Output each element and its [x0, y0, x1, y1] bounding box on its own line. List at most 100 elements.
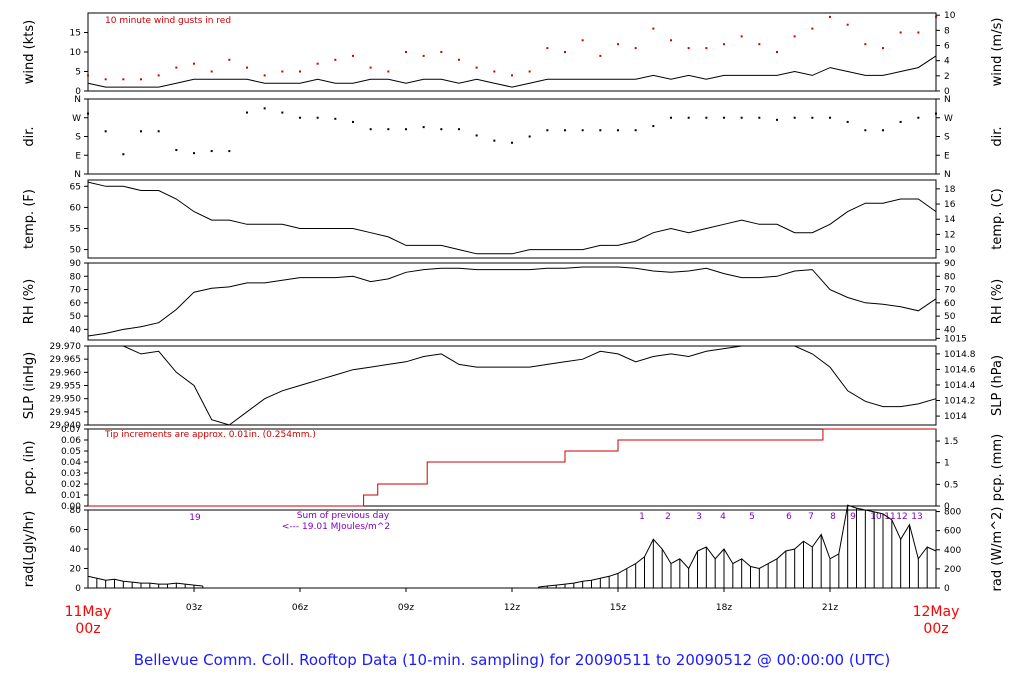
panel-3-ylabel: RH (%)	[22, 279, 37, 324]
panel-0-series-0-line	[87, 55, 937, 88]
panel-1-series-0-point	[140, 130, 142, 133]
panel-1-series-0-point	[246, 111, 248, 114]
panel-1-ytick-right-label: E	[944, 151, 950, 161]
panel-0-series-1-point	[599, 54, 602, 57]
panel-1-series-0-point	[723, 116, 725, 119]
panel-1-series-0-point	[263, 107, 266, 110]
panel-1-series-0-point	[352, 120, 354, 123]
panel-5-annotation: Tip increments are approx. 0.01in. (0.25…	[104, 430, 316, 440]
panel-1-series-0-point	[316, 116, 319, 119]
panel-1-series-0-point	[104, 130, 107, 133]
panel-0-series-1-point	[458, 58, 460, 61]
panel-5-ytick-right-label: 0	[944, 502, 950, 512]
panel-0-ytick-right-label: 8	[944, 26, 950, 36]
panel-0-series-1-point	[440, 51, 443, 53]
panel-1-frame	[87, 98, 937, 175]
panel-0-ytick-label: 15	[70, 29, 81, 39]
panel-2-ytick-label: 60	[70, 203, 82, 213]
panel-0-ylabel: wind (kts)	[22, 20, 37, 84]
panel-0-series-1-point	[281, 70, 284, 73]
panel-3-ytick-right-label: 40	[944, 325, 956, 335]
panel-5-ylabel-right: pcp. (mm)	[990, 434, 1005, 501]
panel-4-ytick-right-label: 1015	[944, 334, 967, 344]
panel-0-series-1-point	[705, 47, 708, 50]
panel-1-series-0-point	[793, 116, 796, 119]
panel-4-ylabel: SLP (inHg)	[22, 352, 37, 420]
panel-5-ytick-label: 0.02	[61, 480, 81, 490]
panel-1-ytick-label: S	[75, 133, 81, 143]
panel-0-ytick-right-label: 6	[944, 42, 950, 52]
panel-5-ytick-label: 0.06	[61, 436, 81, 446]
panel-1-ylabel-right: dir.	[990, 126, 1005, 146]
panel-0-series-1-point	[740, 35, 743, 38]
panel-6-ylabel-right: rad (W/m^2)	[990, 507, 1005, 592]
panel-0-series-1-point	[528, 70, 531, 73]
panel-6-ytick-label: 40	[70, 545, 82, 555]
panel-1-series-0-point	[705, 116, 708, 119]
panel-1-series-0-point	[917, 116, 920, 119]
end-time-label: 00z	[923, 621, 948, 637]
panel-1-series-0-point	[334, 117, 337, 120]
panel-1-series-0-point	[157, 130, 160, 133]
panel-1-series-0-point	[87, 112, 89, 115]
panel-6-ytick-right-label: 800	[944, 508, 961, 518]
panel-0-series-1-point	[405, 51, 407, 53]
panel-3-ytick-label: 90	[70, 259, 82, 269]
panel-0-series-1-point	[210, 70, 213, 73]
panel-1-series-0-point	[617, 129, 619, 132]
panel-0-series-1-point	[246, 66, 248, 69]
panel-1-series-0-point	[634, 129, 637, 132]
panel-3-ytick-label: 70	[70, 286, 82, 296]
panel-1-series-0-point	[493, 139, 496, 142]
panel-3-ytick-right-label: 80	[944, 272, 956, 282]
panel-2-ylabel: temp. (F)	[22, 189, 37, 249]
panel-1-ytick-label: W	[72, 114, 81, 124]
panel-0-series-1-point	[299, 70, 301, 73]
start-time-label: 00z	[75, 621, 100, 637]
panel-4-ytick-label: 29.970	[50, 342, 82, 352]
rad-annotation: 2	[665, 512, 671, 522]
panel-0-series-1-point	[917, 31, 920, 34]
panel-6-series-0-outline	[87, 575, 203, 587]
panel-0-series-1-point	[882, 47, 884, 50]
panel-0-ytick-label: 5	[75, 68, 81, 78]
rad-annotation: 19	[189, 513, 201, 523]
panel-0-ytick-right-label: 4	[944, 57, 950, 67]
panel-0-series-1-point	[369, 66, 372, 69]
panel-3-ytick-label: 80	[70, 272, 82, 282]
end-date-label: 12May	[913, 604, 960, 620]
panel-1-series-0-point	[899, 120, 902, 123]
panel-3-ytick-label: 60	[70, 299, 82, 309]
panel-6-ytick-label: 0	[75, 584, 81, 594]
panel-3-frame	[87, 262, 937, 341]
panel-2-ytick-right-label: 18	[944, 185, 956, 195]
panel-0-series-1-point	[493, 70, 496, 73]
time-tick-label: 18z	[716, 603, 732, 613]
panel-1-ytick-label: N	[74, 170, 81, 180]
panel-4-ylabel-right: SLP (hPa)	[990, 355, 1005, 416]
rad-annotation: 9	[850, 512, 856, 522]
panel-1-ytick-right-label: S	[944, 133, 950, 143]
panel-1-series-0-point	[369, 128, 372, 131]
panel-0-series-1-point	[193, 62, 195, 65]
panel-3-series-0-line	[87, 266, 937, 337]
panel-6-ytick-label: 80	[70, 506, 82, 516]
panel-2-series-0-line	[87, 181, 937, 255]
panel-4-ytick-right-label: 1014.4	[944, 381, 976, 391]
rad-annotation: Sum of previous day	[297, 511, 390, 521]
panel-0-series-1-point	[228, 58, 231, 61]
panel-6-series-0-outline	[538, 504, 937, 588]
panel-0-series-1-point	[581, 39, 584, 42]
panel-2-ytick-right-label: 14	[944, 215, 956, 225]
panel-5-ylabel: pcp. (in)	[22, 441, 37, 495]
panel-6-ytick-right-label: 0	[944, 584, 950, 594]
panel-2-frame	[87, 179, 937, 259]
rad-annotation: 6	[786, 512, 792, 522]
panel-0-ytick-right-label: 0	[944, 87, 950, 97]
panel-0-series-1-point	[122, 78, 125, 81]
panel-0-series-1-point	[846, 23, 849, 26]
rad-annotation: 3	[696, 512, 702, 522]
panel-1-series-0-point	[422, 126, 425, 129]
panel-1-ytick-right-label: N	[944, 95, 951, 105]
